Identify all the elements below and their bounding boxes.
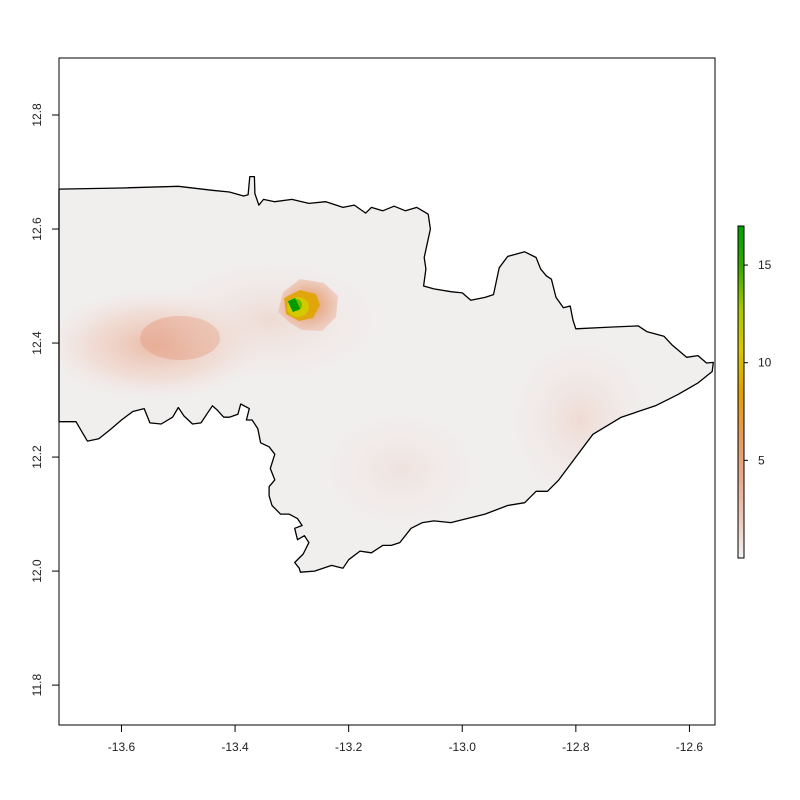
south-density-region: [320, 410, 480, 530]
map-raster: [59, 176, 714, 573]
x-tick-label: -13.2: [335, 740, 363, 754]
legend-tick-label: 10: [758, 356, 772, 370]
color-legend: 5 10 15: [737, 225, 772, 559]
x-tick-label: -13.4: [221, 740, 249, 754]
legend-ticks: 5 10 15: [744, 258, 772, 467]
y-tick-label: 12.0: [30, 559, 44, 583]
x-tick-label: -13.0: [449, 740, 477, 754]
x-tick-label: -13.6: [108, 740, 136, 754]
y-axis: 11.8 12.0 12.2 12.4 12.6 12.8: [30, 103, 59, 696]
y-tick-label: 12.8: [30, 103, 44, 127]
legend-tick-label: 15: [758, 258, 772, 272]
central-density-region: [160, 260, 380, 380]
city-peak-green: [287, 297, 301, 313]
y-tick-label: 12.6: [30, 217, 44, 241]
x-tick-label: -12.8: [562, 740, 590, 754]
y-tick-label: 12.4: [30, 331, 44, 355]
southeast-density-region: [510, 340, 650, 500]
legend-colorbar: [737, 225, 745, 559]
legend-tick-label: 5: [758, 453, 765, 467]
y-tick-label: 12.2: [30, 445, 44, 469]
x-tick-label: -12.6: [676, 740, 704, 754]
y-tick-label: 11.8: [30, 674, 44, 697]
x-axis: -13.6 -13.4 -13.2 -13.0 -12.8 -12.6: [108, 725, 704, 754]
region-boundary: [58, 175, 714, 573]
